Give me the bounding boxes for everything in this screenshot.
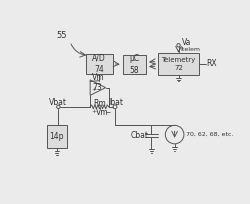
Text: RX: RX — [206, 59, 217, 68]
Text: Ibat: Ibat — [108, 98, 123, 107]
Text: Telemetry
72: Telemetry 72 — [162, 57, 196, 71]
Text: A/D
74: A/D 74 — [92, 54, 106, 74]
Text: 55: 55 — [57, 31, 67, 40]
Text: Itelem: Itelem — [181, 47, 201, 52]
Text: Vbat: Vbat — [48, 98, 66, 107]
Text: μC
58: μC 58 — [129, 54, 140, 75]
Text: 14p: 14p — [50, 132, 64, 141]
Text: 73: 73 — [92, 83, 102, 92]
Text: 70, 62, 68, etc.: 70, 62, 68, etc. — [186, 132, 234, 137]
Text: −: − — [106, 109, 111, 114]
Bar — [86, 54, 112, 74]
Text: Va: Va — [182, 38, 191, 47]
Text: Vm: Vm — [92, 73, 104, 82]
Text: +: + — [91, 109, 96, 114]
Text: Cbat: Cbat — [130, 131, 148, 140]
Bar — [123, 55, 146, 74]
Bar — [158, 53, 200, 74]
Text: Rm: Rm — [93, 99, 106, 108]
Text: +: + — [92, 88, 97, 92]
Bar — [47, 125, 67, 148]
Text: Vm: Vm — [96, 108, 108, 117]
